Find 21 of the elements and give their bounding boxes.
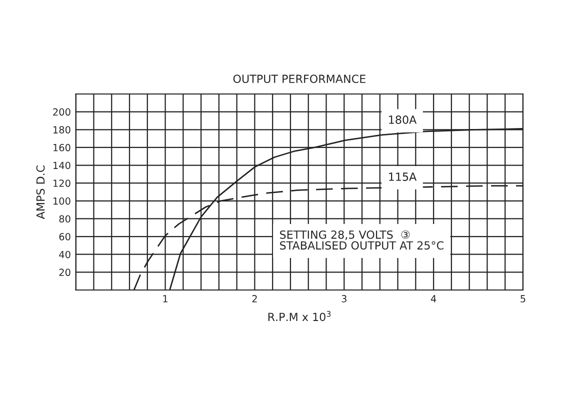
y-tick-label: 140 [53,162,70,170]
chart-title: OUTPUT PERFORMANCE [233,74,366,84]
x-tick-label: 1 [163,295,168,302]
series-label: 115A [389,172,417,181]
y-tick-label: 180 [53,126,70,134]
x-tick-label: 3 [342,295,346,302]
x-tick-label: 4 [430,295,436,302]
y-axis-title: AMPS D.C [36,165,45,220]
y-tick-label: 60 [59,233,70,240]
y-tick-label: 40 [59,250,70,258]
x-tick-label: 2 [252,295,257,302]
y-tick-label: 20 [59,268,70,276]
annotation: SETTING 28,5 VOLTS ③ STABALISED OUTPUT AT 25°C [280,230,444,250]
y-tick-label: 120 [53,180,70,187]
series-label: 180A [389,116,417,124]
y-tick-label: 80 [59,215,70,223]
y-tick-label: 160 [53,144,70,152]
y-tick-label: 200 [53,108,70,116]
x-axis-title: R.P.M x 10$^{3}$ [268,310,331,322]
y-tick-label: 100 [53,197,70,205]
x-tick-label: 5 [520,295,526,302]
